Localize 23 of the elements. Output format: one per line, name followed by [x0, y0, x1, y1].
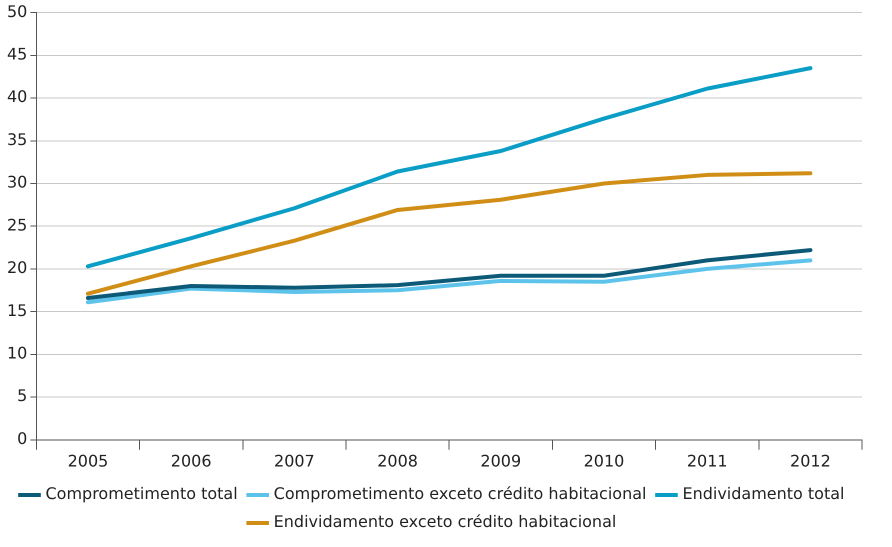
y-tick-label: 30: [7, 172, 28, 192]
y-tick-label: 40: [7, 87, 28, 106]
legend-label: Comprometimento total: [46, 484, 238, 504]
x-tick-label: 2010: [584, 452, 624, 471]
legend-label: Endividamento total: [682, 484, 844, 504]
x-tick-label: 2009: [480, 452, 522, 471]
y-tick-label: 25: [7, 215, 28, 234]
y-tick-label: 50: [7, 2, 28, 21]
y-tick-label: 20: [7, 258, 28, 278]
x-tick-label: 2012: [790, 452, 831, 471]
x-tick-label: 2005: [68, 452, 108, 471]
y-tick-label: 10: [7, 344, 28, 363]
y-tick-label: 5: [17, 386, 28, 406]
legend-label: Endividamento exceto crédito habitacional: [274, 512, 616, 532]
x-tick-label: 2007: [274, 452, 315, 471]
y-tick-label: 45: [7, 44, 28, 64]
y-tick-label: 35: [7, 130, 28, 149]
y-tick-label: 0: [17, 428, 28, 448]
x-tick-label: 2008: [377, 452, 418, 471]
x-tick-label: 2011: [686, 452, 728, 471]
y-tick-label: 15: [7, 300, 28, 320]
legend-label: Comprometimento exceto crédito habitacional: [274, 484, 646, 504]
x-tick-label: 2006: [170, 452, 212, 471]
